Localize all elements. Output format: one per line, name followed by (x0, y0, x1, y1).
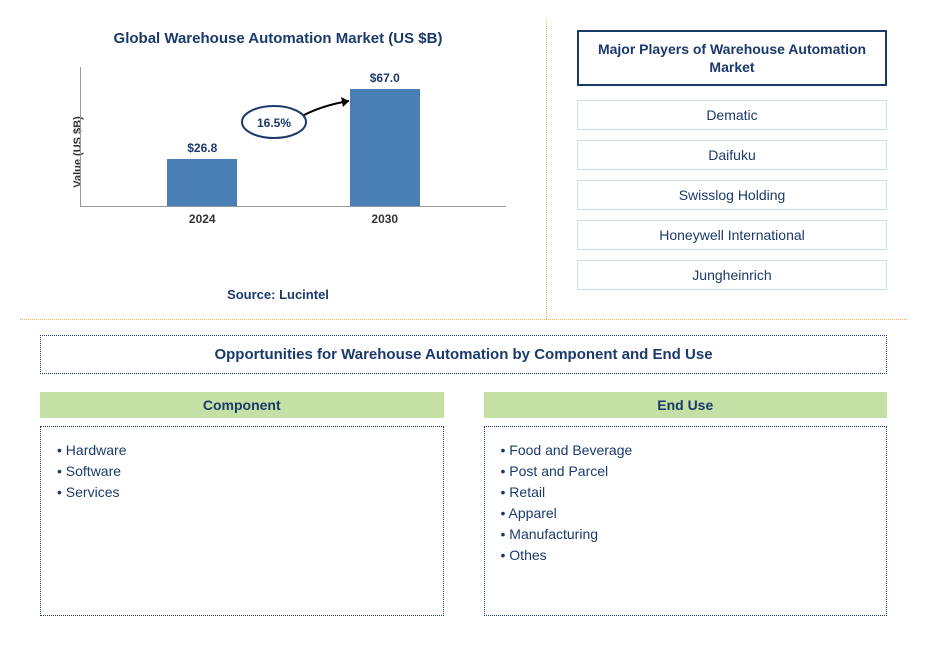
player-item: Dematic (577, 100, 887, 130)
bar-group-0: $26.8 2024 (167, 159, 237, 206)
column-header: End Use (484, 392, 888, 418)
growth-value: 16.5% (256, 116, 290, 130)
top-row: Global Warehouse Automation Market (US $… (20, 20, 907, 320)
players-title: Major Players of Warehouse Automation Ma… (577, 30, 887, 86)
list-box: Food and Beverage Post and Parcel Retail Ap… (484, 426, 888, 616)
opportunities-section: Opportunities for Warehouse Automation b… (20, 320, 907, 631)
bar-value-label: $26.8 (187, 141, 217, 155)
list-item: Food and Beverage (501, 442, 871, 458)
plot-area: $26.8 2024 16.5% $67.0 2030 (80, 67, 506, 207)
list-item: Hardware (57, 442, 427, 458)
list-item: Retail (501, 484, 871, 500)
list-item: Othes (501, 547, 871, 563)
list-item: Services (57, 484, 427, 500)
player-item: Daifuku (577, 140, 887, 170)
list-item: Apparel (501, 505, 871, 521)
opportunity-column: End Use Food and Beverage Post and Parcel R… (484, 392, 888, 616)
opportunity-column: Component Hardware Software Services (40, 392, 444, 616)
opportunities-title: Opportunities for Warehouse Automation b… (40, 335, 887, 374)
players-panel: Major Players of Warehouse Automation Ma… (547, 20, 907, 319)
growth-arrow-icon: 16.5% (219, 97, 369, 147)
chart-area: Value (US $B) $26.8 2024 16.5% $67 (80, 67, 506, 237)
list-item: Manufacturing (501, 526, 871, 542)
bar-0 (167, 159, 237, 206)
x-category: 2024 (189, 212, 216, 226)
bar-value-label: $67.0 (370, 71, 400, 85)
chart-title: Global Warehouse Automation Market (US $… (30, 30, 526, 47)
source-text: Source: Lucintel (30, 287, 526, 302)
list-item: Software (57, 463, 427, 479)
player-item: Swisslog Holding (577, 180, 887, 210)
column-header: Component (40, 392, 444, 418)
x-category: 2030 (371, 212, 398, 226)
player-item: Jungheinrich (577, 260, 887, 290)
growth-callout: 16.5% (219, 97, 369, 152)
opportunities-columns: Component Hardware Software Services End Use… (40, 392, 887, 616)
list-item: Post and Parcel (501, 463, 871, 479)
chart-panel: Global Warehouse Automation Market (US $… (20, 20, 547, 319)
player-item: Honeywell International (577, 220, 887, 250)
list-box: Hardware Software Services (40, 426, 444, 616)
players-list: Dematic Daifuku Swisslog Holding Honeywell … (577, 100, 887, 290)
